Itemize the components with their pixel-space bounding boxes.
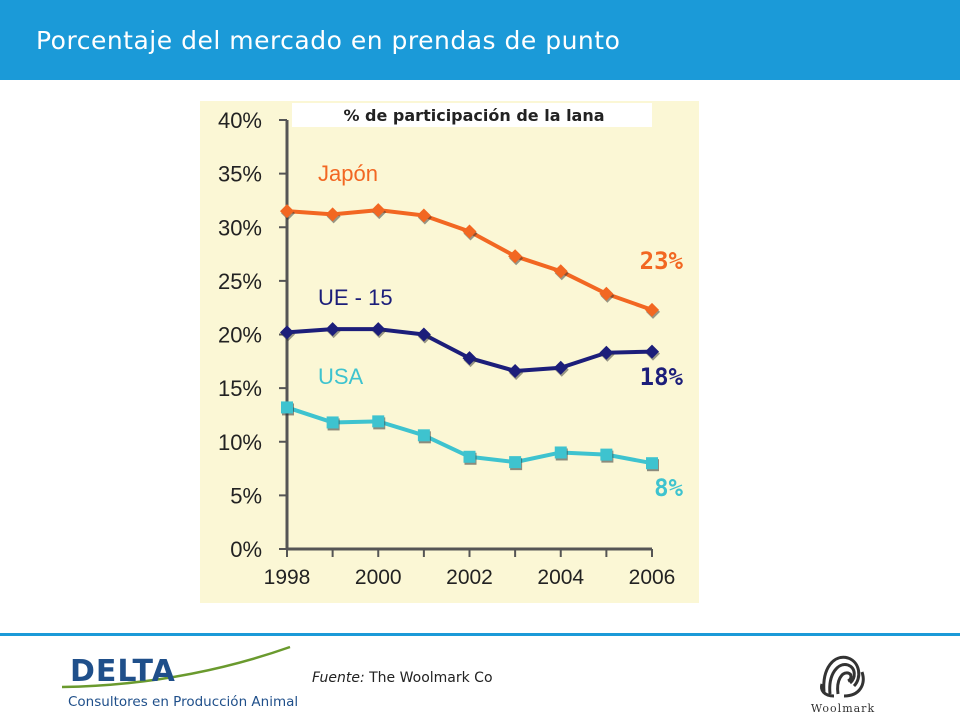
- y-tick-label: 10%: [218, 430, 262, 455]
- y-tick-label: 5%: [230, 483, 262, 508]
- y-tick-label: 35%: [218, 162, 262, 187]
- series-name-label: Japón: [318, 161, 378, 186]
- y-tick-label: 20%: [218, 323, 262, 348]
- y-tick-label: 15%: [218, 376, 262, 401]
- series-name-label: UE - 15: [318, 285, 393, 310]
- data-point: [508, 249, 523, 264]
- source-note: Fuente: The Woolmark Co: [312, 670, 493, 686]
- data-point: [553, 264, 568, 279]
- y-tick-label: 30%: [218, 215, 262, 240]
- data-point: [646, 457, 658, 470]
- data-point: [509, 456, 522, 469]
- data-point: [645, 302, 659, 317]
- data-point: [600, 448, 613, 461]
- data-point: [599, 286, 614, 301]
- data-point: [371, 322, 386, 337]
- series-end-label: 18%: [640, 363, 684, 391]
- y-tick-label: 25%: [218, 269, 262, 294]
- woolmark-logo: Woolmark: [800, 648, 886, 716]
- x-tick-label: 2000: [355, 566, 402, 589]
- x-tick-label: 2004: [537, 566, 584, 589]
- data-point: [325, 322, 340, 337]
- data-point: [281, 401, 293, 414]
- data-point: [371, 203, 386, 218]
- data-point: [553, 360, 568, 375]
- series-name-label: USA: [318, 364, 364, 389]
- data-point: [326, 416, 339, 429]
- page-title: Porcentaje del mercado en prendas de pun…: [36, 26, 621, 55]
- x-tick-label: 2002: [446, 566, 493, 589]
- data-point: [599, 345, 614, 360]
- woolmark-name: Woolmark: [811, 702, 875, 715]
- data-point: [554, 446, 567, 459]
- delta-logo-name: DELTA: [70, 654, 176, 689]
- data-point: [463, 450, 476, 463]
- data-point: [417, 429, 430, 442]
- source-label: Fuente:: [312, 670, 365, 686]
- data-point: [416, 208, 431, 223]
- data-point: [462, 224, 477, 239]
- chart-panel: % de participación de la lana 0% 5% 10% 15%…: [200, 101, 699, 603]
- delta-logo-tagline: Consultores en Producción Animal: [68, 694, 298, 710]
- data-point: [325, 207, 340, 222]
- woolmark-icon: [820, 655, 865, 698]
- data-point: [462, 351, 477, 366]
- data-point: [508, 363, 523, 378]
- delta-logo: DELTA Consultores en Producción Animal: [61, 645, 302, 711]
- data-point: [372, 415, 385, 428]
- y-tick-label: 0%: [230, 537, 262, 562]
- data-point: [280, 204, 294, 219]
- y-tick-label: 40%: [218, 108, 262, 133]
- logo-swoosh: [61, 645, 291, 689]
- line-chart: % de participación de la lana 0% 5% 10% 15%…: [200, 101, 699, 603]
- chart-title: % de participación de la lana: [343, 106, 604, 125]
- data-point: [280, 325, 294, 340]
- x-tick-label: 2006: [629, 566, 676, 589]
- series-end-label: 8%: [654, 474, 683, 502]
- x-tick-label: 1998: [264, 566, 311, 589]
- header-bar: Porcentaje del mercado en prendas de pun…: [0, 0, 960, 80]
- series-end-label: 23%: [640, 247, 684, 275]
- data-point: [645, 344, 659, 359]
- data-point: [416, 327, 431, 342]
- footer-divider: [0, 633, 960, 636]
- chart-title-box: [292, 103, 652, 127]
- source-text: The Woolmark Co: [369, 670, 493, 686]
